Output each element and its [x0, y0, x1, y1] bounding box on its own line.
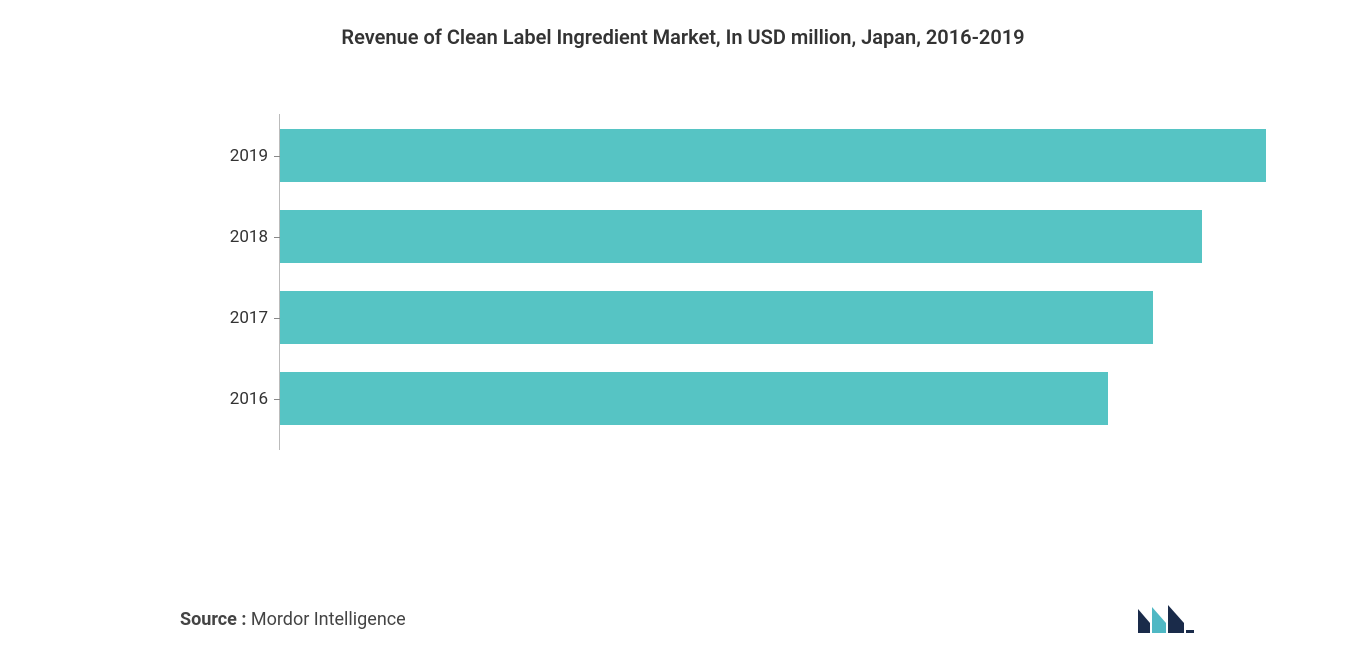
source-attribution: Source : Mordor Intelligence: [180, 609, 406, 630]
bar-label-2017: 2017: [220, 308, 280, 328]
bar-row: 2018: [220, 210, 1266, 263]
bar-track: [280, 372, 1266, 425]
bar-track: [280, 129, 1266, 182]
bar-track: [280, 210, 1266, 263]
source-label: Source :: [180, 609, 246, 630]
mordor-logo-icon: [1136, 601, 1196, 637]
chart-area: 2019 2018 2017 2016: [220, 129, 1266, 425]
bar-2018: [280, 210, 1202, 263]
bar-label-2019: 2019: [220, 146, 280, 166]
bar-2016: [280, 372, 1108, 425]
bar-row: 2017: [220, 291, 1266, 344]
bar-2019: [280, 129, 1266, 182]
bar-row: 2016: [220, 372, 1266, 425]
bar-track: [280, 291, 1266, 344]
source-text: Mordor Intelligence: [251, 609, 406, 630]
bar-2017: [280, 291, 1153, 344]
chart-title: Revenue of Clean Label Ingredient Market…: [50, 25, 1316, 49]
bar-row: 2019: [220, 129, 1266, 182]
bar-label-2018: 2018: [220, 227, 280, 247]
bar-label-2016: 2016: [220, 389, 280, 409]
